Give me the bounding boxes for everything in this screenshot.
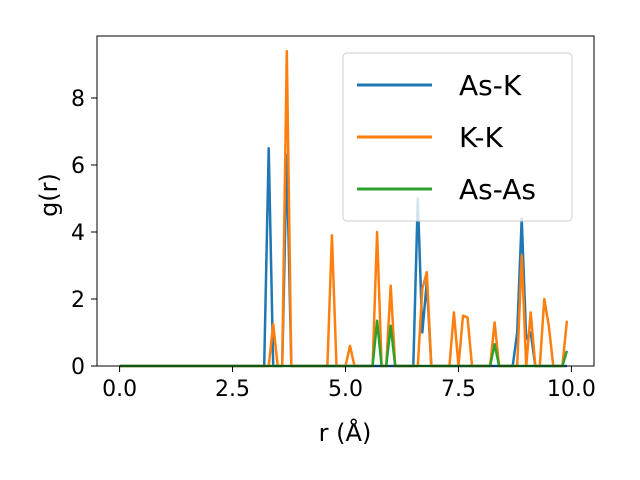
y-tick-label: 0 <box>71 355 85 380</box>
x-axis: 0.0 2.5 5.0 7.5 10.0 <box>102 366 596 402</box>
y-axis-label: g(r) <box>35 173 63 217</box>
x-tick-label: 7.5 <box>441 377 476 402</box>
x-tick-label: 10.0 <box>547 377 596 402</box>
legend-label-as-k: As-K <box>459 69 522 102</box>
y-tick-label: 2 <box>71 288 85 313</box>
x-tick-label: 2.5 <box>215 377 250 402</box>
x-tick-label: 0.0 <box>102 377 137 402</box>
x-axis-label: r (Å) <box>319 418 372 447</box>
legend-label-k-k: K-K <box>459 121 504 154</box>
legend-label-as-as: As-As <box>459 173 536 206</box>
y-tick-label: 6 <box>71 154 85 179</box>
y-axis: 0 2 4 6 8 <box>71 87 97 380</box>
x-tick-label: 5.0 <box>328 377 363 402</box>
legend: As-K K-K As-As <box>342 52 573 222</box>
y-tick-label: 4 <box>71 221 85 246</box>
y-tick-label: 8 <box>71 87 85 112</box>
legend-box <box>342 52 573 222</box>
